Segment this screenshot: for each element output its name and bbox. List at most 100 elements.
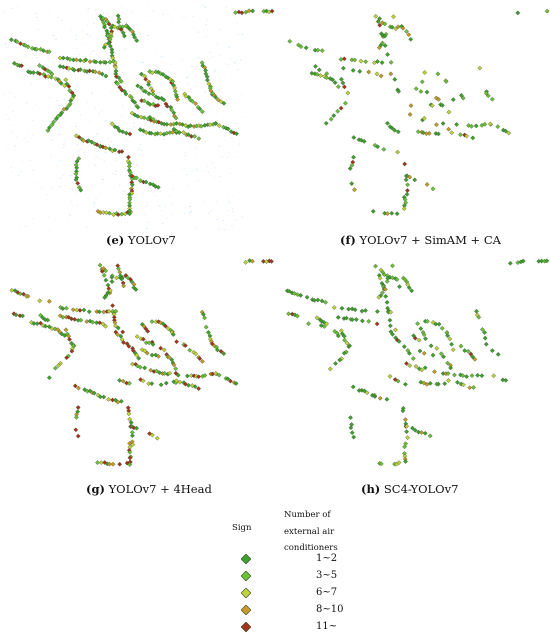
survey-point: [402, 161, 408, 167]
background-trace: [187, 83, 189, 85]
survey-point: [458, 343, 464, 349]
survey-point: [149, 70, 155, 76]
survey-point: [384, 279, 390, 284]
background-trace: [97, 38, 99, 40]
background-trace: [147, 194, 149, 196]
background-trace: [61, 160, 63, 162]
survey-point: [94, 142, 100, 148]
survey-point: [147, 102, 153, 107]
survey-point: [127, 449, 133, 455]
background-trace: [192, 16, 195, 18]
survey-point: [416, 337, 422, 343]
caption-g: (g) YOLOv7 + 4Head: [86, 482, 212, 496]
caption-letter: (e): [106, 233, 125, 247]
background-trace: [127, 48, 129, 50]
background-trace: [58, 60, 61, 62]
survey-point: [287, 38, 293, 44]
survey-point: [221, 351, 227, 356]
survey-point: [102, 295, 108, 300]
background-trace: [184, 155, 187, 157]
background-trace: [147, 204, 149, 206]
background-trace: [115, 170, 118, 172]
background-trace: [30, 84, 32, 85]
survey-point: [402, 444, 407, 450]
background-trace: [79, 167, 81, 169]
background-trace: [185, 99, 187, 100]
survey-point: [87, 59, 93, 64]
survey-point: [192, 384, 198, 389]
background-trace: [82, 143, 83, 145]
survey-point: [458, 132, 463, 138]
survey-point: [407, 112, 413, 117]
background-trace: [50, 97, 51, 99]
background-trace: [33, 67, 35, 68]
background-trace: [174, 217, 176, 218]
survey-point: [373, 13, 379, 19]
background-trace: [100, 159, 102, 160]
background-trace: [36, 57, 38, 59]
survey-point: [158, 382, 164, 388]
legend-swatch-8-10: [241, 605, 251, 615]
survey-point: [379, 60, 385, 65]
background-trace: [222, 220, 224, 221]
background-trace: [182, 77, 184, 79]
survey-point: [49, 71, 55, 77]
survey-point: [345, 90, 351, 96]
background-trace: [126, 21, 128, 23]
survey-point: [324, 71, 330, 76]
background-trace: [101, 179, 104, 180]
survey-point: [415, 321, 420, 326]
survey-point: [45, 74, 51, 79]
survey-point: [460, 95, 466, 101]
survey-point: [415, 129, 421, 135]
background-trace: [184, 168, 187, 170]
survey-point: [378, 73, 384, 79]
background-trace: [159, 191, 162, 193]
background-trace: [67, 91, 69, 92]
legend-label: 6~7: [316, 587, 338, 598]
background-trace: [212, 134, 213, 135]
background-trace: [211, 162, 214, 163]
background-trace: [163, 130, 166, 131]
survey-point: [380, 290, 385, 296]
background-trace: [195, 168, 198, 170]
survey-point: [57, 55, 63, 61]
background-trace: [227, 66, 229, 68]
background-trace: [96, 156, 98, 157]
background-trace: [171, 19, 172, 20]
survey-point: [374, 321, 380, 327]
background-trace: [183, 213, 186, 214]
background-trace: [215, 81, 217, 82]
background-trace: [134, 97, 136, 98]
caption-letter: (g): [86, 482, 105, 496]
survey-point: [333, 361, 338, 366]
background-trace: [5, 92, 7, 94]
background-trace: [141, 62, 143, 63]
background-trace: [59, 133, 61, 135]
survey-point: [392, 377, 398, 382]
background-trace: [17, 174, 19, 176]
background-trace: [69, 215, 72, 216]
background-trace: [121, 221, 122, 223]
survey-point: [163, 380, 169, 386]
survey-point: [119, 276, 125, 282]
survey-point: [78, 317, 84, 323]
survey-point: [175, 372, 181, 378]
background-trace: [37, 20, 40, 21]
background-trace: [214, 167, 216, 169]
survey-point: [11, 60, 17, 66]
survey-point: [515, 10, 521, 16]
survey-point: [205, 77, 210, 83]
survey-point: [97, 320, 103, 326]
survey-point: [40, 65, 46, 70]
survey-point: [464, 374, 469, 379]
survey-point: [407, 350, 412, 356]
survey-point: [335, 108, 341, 114]
survey-point: [385, 211, 390, 216]
survey-point: [213, 94, 218, 100]
survey-point: [103, 145, 109, 151]
survey-point: [150, 91, 156, 97]
survey-point: [342, 84, 347, 90]
background-trace: [107, 143, 109, 145]
survey-point: [323, 120, 329, 126]
